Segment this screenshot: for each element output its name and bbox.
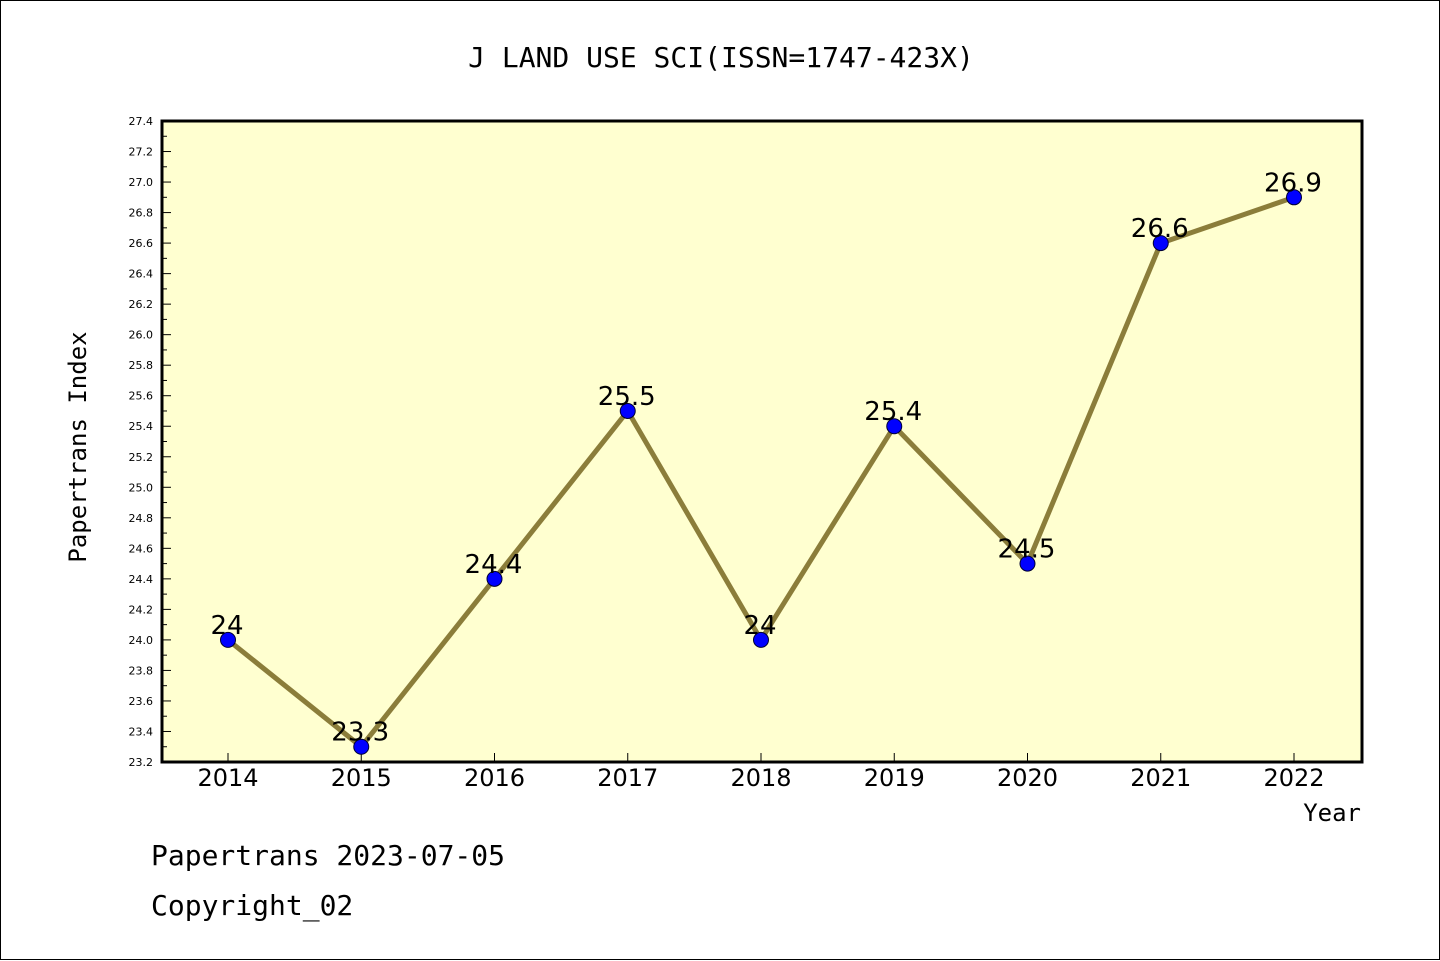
y-tick-label: 25.0 xyxy=(129,481,154,494)
y-tick-label: 24.0 xyxy=(129,634,154,647)
y-tick-label: 23.2 xyxy=(129,756,154,769)
y-tick-label: 25.8 xyxy=(129,359,154,372)
y-tick-label: 23.8 xyxy=(129,664,154,677)
data-label: 26.6 xyxy=(1131,214,1189,244)
x-axis: 2014 2015 2016 2017 2018 2019 2020 2021 2022 xyxy=(197,753,1325,792)
y-tick-label: 26.4 xyxy=(129,268,154,281)
y-tick-label: 26.2 xyxy=(129,298,154,311)
x-tick-label: 2022 xyxy=(1263,764,1324,792)
y-tick-label: 26.6 xyxy=(129,237,154,250)
y-tick-label: 23.4 xyxy=(129,725,154,738)
y-tick-label: 25.4 xyxy=(129,420,154,433)
y-tick-label: 26.0 xyxy=(129,329,154,342)
chart-title: J LAND USE SCI(ISSN=1747-423X) xyxy=(468,41,974,74)
footer-copyright-text: Copyright_02 xyxy=(151,889,353,923)
y-tick-label: 24.6 xyxy=(129,542,154,555)
data-point xyxy=(1152,235,1169,252)
y-tick-label: 27.0 xyxy=(129,176,154,189)
data-point xyxy=(886,418,903,435)
data-point xyxy=(486,570,503,587)
y-tick-label: 27.2 xyxy=(129,146,154,159)
data-point xyxy=(753,631,769,648)
y-tick-label: 24.4 xyxy=(129,573,154,586)
data-label: 24 xyxy=(743,611,776,641)
plot-area xyxy=(162,121,1362,762)
footer-date-text: Papertrans 2023-07-05 xyxy=(151,839,505,872)
y-tick-label: 24.2 xyxy=(129,603,154,616)
y-tick-label: 24.8 xyxy=(129,512,154,525)
data-label: 25.4 xyxy=(864,397,922,427)
y-tick-label: 26.8 xyxy=(129,207,154,220)
x-tick-label: 2018 xyxy=(730,764,791,792)
y-tick-label: 25.2 xyxy=(129,451,154,464)
x-tick-label: 2021 xyxy=(1130,764,1191,792)
y-tick-label: 25.6 xyxy=(129,390,154,403)
data-label: 25.5 xyxy=(598,382,656,412)
x-tick-label: 2020 xyxy=(997,764,1058,792)
data-point xyxy=(353,738,370,755)
y-axis: 23.2 23.4 23.6 23.8 24.0 24.2 24.4 24.6 24.8 25.0… xyxy=(129,115,171,769)
data-point xyxy=(1286,189,1302,206)
x-tick-label: 2017 xyxy=(597,764,658,792)
data-point xyxy=(619,402,636,419)
data-point xyxy=(1019,555,1036,572)
data-label: 24.4 xyxy=(465,550,523,580)
data-point xyxy=(220,631,236,648)
x-tick-label: 2016 xyxy=(464,764,525,792)
plot-border xyxy=(160,119,1364,764)
y-axis-label: Papertrans Index xyxy=(64,331,92,562)
x-axis-label: Year xyxy=(1303,799,1361,827)
data-label: 26.9 xyxy=(1264,168,1322,198)
x-tick-label: 2019 xyxy=(864,764,925,792)
series-group: 24 23.3 24.4 25.5 24 25.4 24.5 26.6 26.9 xyxy=(210,168,1322,755)
data-label: 23.3 xyxy=(331,718,389,748)
y-tick-label: 23.6 xyxy=(129,695,154,708)
data-label: 24.5 xyxy=(998,535,1056,565)
x-tick-label: 2015 xyxy=(331,764,392,792)
x-tick-label: 2014 xyxy=(197,764,258,792)
y-tick-label: 27.4 xyxy=(129,115,154,128)
data-label: 24 xyxy=(210,611,243,641)
